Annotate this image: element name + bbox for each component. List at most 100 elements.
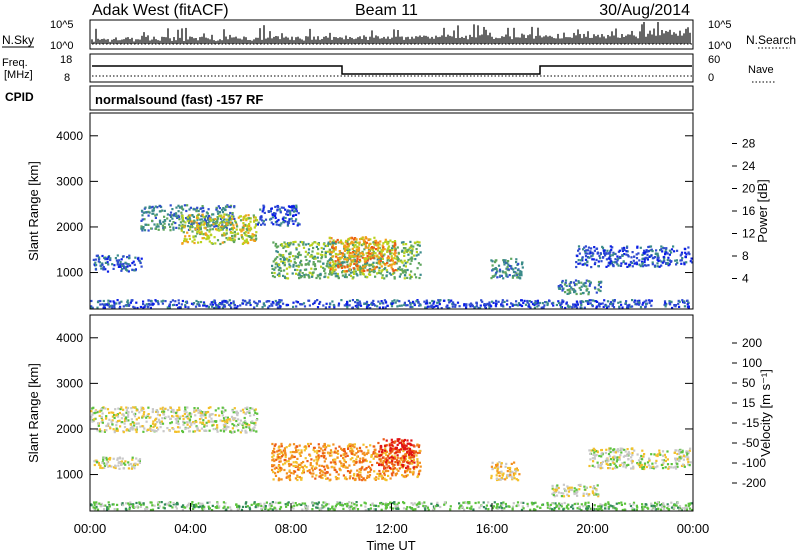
echo-cell — [598, 254, 601, 258]
echo-cell — [224, 423, 227, 426]
echo-cell — [311, 475, 314, 478]
echo-cell — [630, 256, 633, 259]
echo-cell — [290, 463, 293, 466]
echo-cell — [175, 419, 178, 422]
echo-cell — [406, 465, 409, 468]
echo-cell — [348, 256, 351, 259]
echo-cell — [402, 465, 405, 468]
nsearch-tick-bottom: 10^0 — [708, 40, 732, 52]
echo-cell — [413, 445, 416, 448]
echo-cell — [206, 218, 210, 221]
echo-cell — [330, 273, 333, 276]
echo-cell — [454, 303, 457, 306]
echo-cell — [229, 231, 232, 234]
echo-cell — [201, 213, 204, 216]
echo-cell — [404, 304, 408, 307]
echo-cell — [485, 303, 488, 306]
echo-cell — [393, 241, 396, 244]
echo-cell — [410, 246, 413, 249]
echo-cell — [145, 303, 148, 306]
echo-cell — [233, 205, 236, 208]
echo-cell — [564, 291, 567, 294]
echo-cell — [376, 461, 379, 464]
echo-cell — [233, 230, 236, 234]
echo-cell — [573, 492, 576, 496]
echo-cell — [337, 477, 340, 480]
echo-cell — [280, 260, 283, 263]
echo-cell — [512, 268, 515, 271]
echo-cell — [656, 453, 659, 456]
echo-cell — [371, 464, 374, 467]
echo-cell — [278, 266, 281, 269]
echo-cell — [299, 463, 302, 466]
echo-cell — [191, 226, 194, 229]
echo-cell — [302, 469, 305, 473]
freq-unit: [MHz] — [4, 69, 33, 81]
echo-cell — [232, 224, 235, 227]
echo-cell — [329, 461, 332, 464]
echo-cell — [281, 244, 284, 247]
echo-cell — [575, 492, 578, 495]
echo-cell — [597, 280, 601, 284]
echo-cell — [633, 262, 636, 265]
echo-cell — [428, 305, 431, 308]
echo-cell — [338, 445, 341, 448]
echo-cell — [585, 249, 588, 252]
echo-cell — [358, 258, 361, 261]
echo-cell — [248, 223, 251, 226]
echo-cell — [276, 470, 280, 474]
echo-cell — [510, 267, 513, 270]
echo-cell — [306, 253, 309, 256]
echo-cell — [411, 250, 414, 253]
echo-cell — [451, 305, 454, 308]
echo-cell — [205, 211, 208, 214]
echo-cell — [187, 217, 190, 221]
echo-cell — [501, 301, 504, 304]
echo-cell — [400, 439, 404, 442]
echo-cell — [222, 428, 225, 431]
echo-cell — [491, 260, 494, 263]
echo-cell — [196, 230, 199, 234]
echo-cell — [390, 259, 393, 262]
echo-cell — [351, 445, 354, 448]
echo-cell — [587, 302, 590, 305]
echo-cell — [643, 261, 646, 264]
plot-date: 30/Aug/2014 — [599, 2, 690, 19]
echo-cell — [154, 227, 158, 230]
echo-cell — [575, 292, 578, 296]
echo-cell — [152, 429, 155, 432]
echo-cell — [356, 469, 359, 472]
echo-cell — [403, 459, 406, 462]
echo-cell — [419, 251, 422, 254]
echo-cell — [339, 261, 342, 265]
echo-cell — [599, 257, 602, 260]
echo-cell — [514, 472, 517, 475]
echo-cell — [267, 210, 270, 213]
echo-cell — [187, 417, 190, 420]
echo-cell — [607, 257, 610, 260]
echo-cell — [412, 456, 415, 459]
echo-cell — [214, 242, 217, 245]
echo-cell — [148, 206, 151, 210]
echo-cell — [298, 223, 301, 226]
echo-cell — [127, 419, 130, 422]
echo-cell — [192, 222, 195, 225]
echo-cell — [619, 300, 622, 303]
echo-cell — [273, 271, 276, 275]
echo-cell — [274, 205, 277, 208]
echo-cell — [127, 270, 130, 273]
echo-cell — [221, 411, 224, 415]
echo-cell — [579, 262, 582, 265]
echo-cell — [584, 250, 587, 254]
echo-cell — [586, 260, 589, 263]
echo-cell — [522, 301, 525, 305]
echo-cell — [341, 448, 344, 451]
echo-cell — [287, 460, 290, 463]
echo-cell — [668, 253, 671, 256]
echo-cell — [276, 306, 279, 309]
echo-cell — [538, 301, 541, 305]
echo-cell — [254, 423, 257, 426]
echo-cell — [100, 267, 103, 270]
echo-cell — [559, 305, 563, 309]
echo-cell — [417, 300, 420, 304]
